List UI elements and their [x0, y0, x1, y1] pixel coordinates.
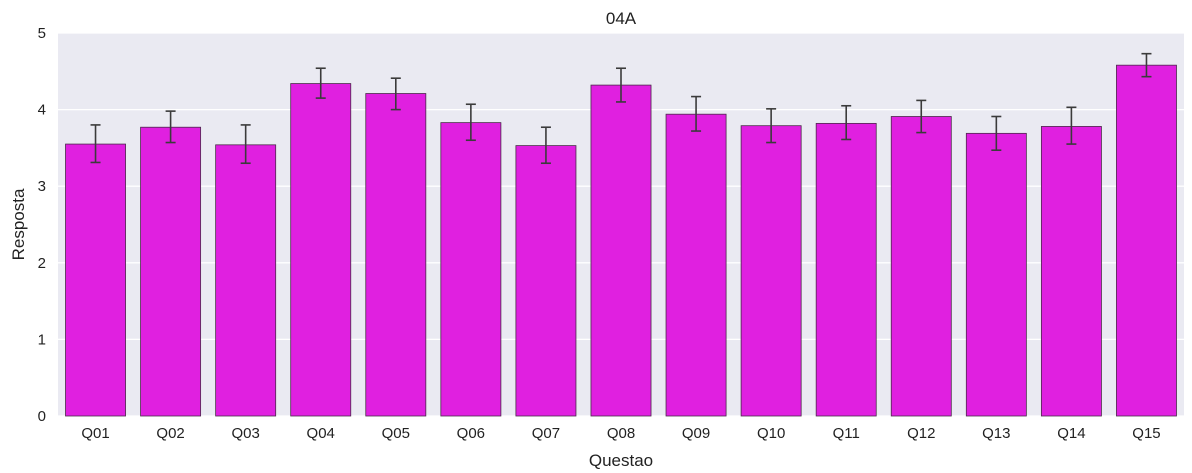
chart-title: 04A [606, 9, 637, 28]
x-tick-label: Q01 [81, 425, 109, 442]
error-bar-q06 [465, 103, 476, 142]
x-tick-label: Q14 [1057, 425, 1085, 442]
error-bar-q03 [240, 124, 251, 165]
error-bar-q12 [916, 99, 927, 134]
error-bar-q10 [766, 108, 777, 144]
y-tick-label: 0 [38, 408, 46, 425]
error-bar-q01 [90, 124, 101, 164]
x-tick-label: Q07 [532, 425, 560, 442]
x-tick-label: Q06 [457, 425, 485, 442]
y-tick-label: 2 [38, 255, 46, 272]
error-bar-q02 [165, 110, 176, 144]
x-tick-label: Q15 [1132, 425, 1160, 442]
y-tick-label: 5 [38, 25, 46, 42]
x-axis-ticks: Q01 Q02 Q03 Q04 Q05 Q06 Q07 Q08 Q09 Q10 Q11 Q12 Q13 Q… [81, 425, 1160, 442]
error-bar-q15 [1141, 52, 1152, 78]
x-tick-label: Q13 [982, 425, 1010, 442]
error-bar-q05 [390, 77, 401, 111]
bar-q06 [440, 122, 502, 417]
bar-q09 [665, 113, 727, 417]
bar-q14 [1040, 126, 1102, 417]
y-axis-ticks: 0 1 2 3 4 5 [38, 25, 46, 425]
x-tick-label: Q08 [607, 425, 635, 442]
error-bars [90, 52, 1152, 165]
error-bar-q13 [991, 115, 1002, 151]
bar-q15 [1116, 64, 1177, 417]
bar-q03 [215, 144, 277, 417]
bar-q07 [515, 145, 577, 417]
error-bar-q11 [841, 104, 852, 141]
x-tick-label: Q12 [907, 425, 935, 442]
x-tick-label: Q02 [156, 425, 184, 442]
bar-q01 [65, 143, 126, 417]
bar-q08 [590, 84, 652, 417]
y-tick-label: 4 [38, 102, 46, 119]
y-tick-label: 1 [38, 331, 46, 348]
bar-q04 [290, 83, 352, 417]
x-tick-label: Q04 [307, 425, 335, 442]
x-tick-label: Q10 [757, 425, 785, 442]
error-bar-q07 [540, 126, 551, 165]
x-tick-label: Q09 [682, 425, 710, 442]
bar-q13 [965, 132, 1027, 417]
y-axis-label: Resposta [9, 188, 28, 260]
error-bar-q14 [1066, 106, 1077, 145]
error-bar-q08 [616, 67, 626, 103]
y-tick-label: 3 [38, 178, 46, 195]
x-axis-label: Questao [589, 451, 653, 470]
bars [65, 64, 1177, 417]
bar-q05 [365, 93, 427, 417]
bar-q10 [740, 125, 802, 417]
bar-q02 [140, 126, 202, 417]
error-bar-q04 [315, 67, 326, 99]
error-bar-q09 [691, 95, 702, 132]
x-tick-label: Q05 [382, 425, 410, 442]
x-tick-label: Q11 [833, 425, 860, 442]
x-tick-label: Q03 [231, 425, 259, 442]
bar-q12 [890, 116, 952, 417]
bar-q11 [815, 122, 877, 417]
